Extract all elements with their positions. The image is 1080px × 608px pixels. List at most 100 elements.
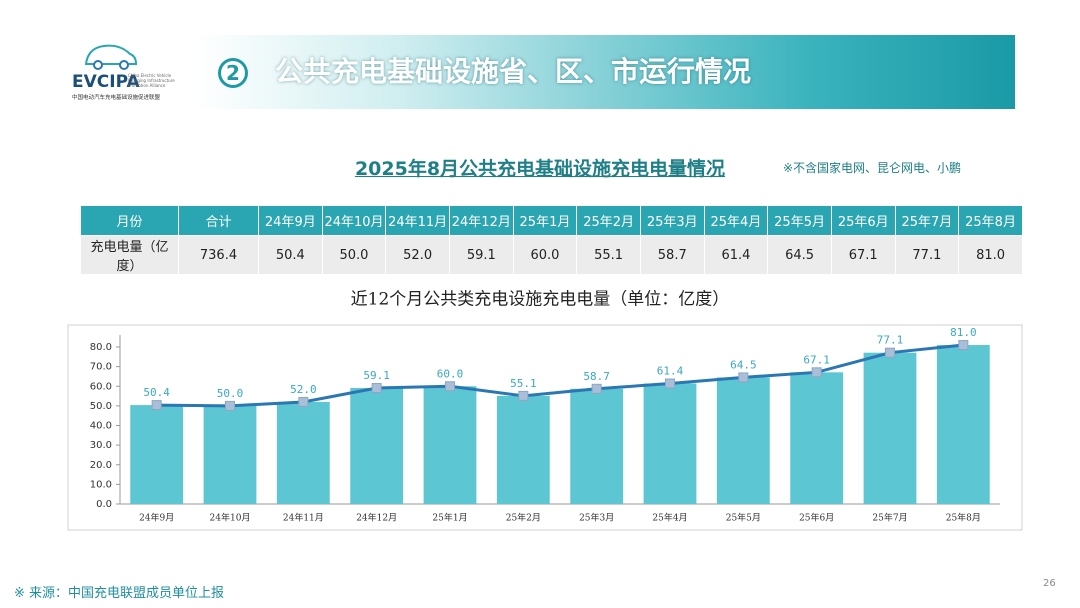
header-cell: 24年12月 — [448, 205, 514, 236]
x-tick-label: 24年12月 — [356, 512, 397, 524]
table-cell: 55.1 — [576, 235, 641, 275]
marker — [445, 381, 455, 392]
marker — [885, 347, 895, 358]
marker — [151, 400, 162, 411]
data-label: 50.0 — [217, 387, 244, 400]
bar — [203, 405, 257, 504]
banner — [195, 35, 1015, 109]
logo-chinese: 中国电动汽车充电基础设施促进联盟 — [72, 95, 161, 101]
table-cell: 52.0 — [385, 235, 450, 275]
table-cell: 64.5 — [767, 235, 832, 275]
bar — [716, 377, 770, 504]
data-label: 61.4 — [657, 365, 684, 378]
marker — [591, 383, 602, 394]
y-tick-label: 80.0 — [90, 342, 112, 353]
x-tick-label: 25年1月 — [432, 512, 467, 524]
marker — [371, 383, 382, 394]
y-tick-label: 70.0 — [90, 362, 112, 373]
table-cell: 50.0 — [321, 235, 387, 275]
x-tick-label: 25年5月 — [726, 512, 761, 524]
table-title: 2025年8月公共充电基础设施充电电量情况 — [354, 158, 726, 180]
chart-title: 近12个月公共类充电设施充电电量（单位：亿度） — [351, 290, 730, 310]
marker — [811, 367, 822, 378]
y-tick-label: 0.0 — [96, 499, 112, 510]
x-tick-label: 24年9月 — [139, 512, 174, 524]
header-cell: 25年7月 — [894, 205, 960, 236]
data-label: 58.7 — [583, 370, 610, 383]
header-cell: 24年9月 — [258, 205, 323, 236]
header-cell: 25年5月 — [767, 205, 832, 236]
x-tick-label: 24年11月 — [283, 512, 324, 524]
bar — [130, 405, 184, 504]
table-cell: 充电电量（亿度） — [80, 235, 179, 275]
header-cell: 25年2月 — [576, 205, 641, 236]
logo-car — [84, 44, 138, 70]
bar — [936, 345, 990, 504]
marker — [225, 400, 235, 411]
bar — [643, 383, 697, 504]
data-label: 81.0 — [950, 326, 977, 339]
header-cell: 25年4月 — [703, 205, 769, 236]
y-tick-label: 20.0 — [90, 460, 112, 471]
table-row: 充电电量（亿度） 736.4 50.4 50.0 52.0 59.1 60.0 55.1 58.… — [80, 235, 1023, 275]
y-tick-label: 10.0 — [90, 479, 112, 490]
marker — [958, 340, 969, 351]
data-label: 60.0 — [437, 367, 464, 380]
bar — [276, 401, 330, 504]
chart-frame — [67, 324, 1023, 531]
data-label: 52.0 — [290, 383, 317, 396]
page-number: 26 — [1043, 578, 1056, 589]
data-label: 67.1 — [803, 353, 830, 366]
table-cell: 60.0 — [512, 235, 578, 275]
table-cell: 58.7 — [639, 235, 705, 275]
table-cell: 736.4 — [178, 235, 259, 275]
marker — [738, 372, 749, 383]
logo-english: China Electric Vehicle Charging Infrastr… — [128, 73, 175, 88]
data-label: 64.5 — [730, 358, 757, 371]
logo-text: EVCIPA — [72, 72, 140, 92]
y-tick-label: 30.0 — [90, 440, 112, 451]
x-tick-label: 25年7月 — [872, 512, 907, 524]
y-tick-label: 50.0 — [90, 401, 112, 412]
x-tick-label: 25年4月 — [652, 512, 687, 524]
source: ※ 来源：中国充电联盟成员单位上报 — [14, 586, 225, 601]
bar — [350, 388, 404, 504]
marker — [518, 390, 529, 401]
data-label: 55.1 — [510, 377, 537, 390]
bar — [570, 388, 624, 504]
data-label: 59.1 — [363, 369, 390, 382]
table-cell: 77.1 — [894, 235, 960, 275]
table-note: ※不含国家电网、昆仑网电、小鹏 — [783, 161, 962, 175]
x-tick-label: 24年10月 — [210, 512, 251, 524]
section-number: 2 — [218, 58, 248, 88]
bar — [863, 352, 917, 504]
line — [156, 343, 964, 408]
table-cell: 81.0 — [958, 235, 1023, 275]
header-cell: 24年10月 — [321, 205, 387, 236]
bar — [423, 386, 477, 504]
data-table: 月份 合计 24年9月 24年10月 24年11月 24年12月 25年1月 25年2月 25年… — [80, 205, 1023, 275]
header-cell: 25年8月 — [958, 205, 1023, 236]
section-title: 公共充电基础设施省、区、市运行情况 — [275, 55, 752, 88]
x-tick-label: 25年2月 — [506, 512, 541, 524]
bar — [496, 395, 550, 504]
y-tick-label: 60.0 — [90, 381, 112, 392]
marker — [298, 396, 309, 407]
bar — [790, 372, 844, 504]
table-cell: 61.4 — [703, 235, 769, 275]
table-cell: 59.1 — [448, 235, 514, 275]
x-tick-label: 25年6月 — [799, 512, 834, 524]
marker — [665, 378, 675, 389]
header-cell: 合计 — [178, 205, 259, 236]
x-tick-label: 25年3月 — [579, 512, 614, 524]
header-cell: 25年1月 — [512, 205, 578, 236]
chart: 近12个月公共类充电设施充电电量（单位：亿度） 0.0 10.0 20.0 30.0 4… — [67, 290, 1023, 531]
header-cell: 月份 — [80, 205, 179, 236]
data-label: 77.1 — [877, 334, 904, 347]
data-label: 50.4 — [143, 386, 170, 399]
header-cell: 24年11月 — [385, 205, 450, 236]
table-cell: 67.1 — [830, 235, 896, 275]
table-cell: 50.4 — [258, 235, 323, 275]
x-tick-label: 25年8月 — [946, 512, 981, 524]
